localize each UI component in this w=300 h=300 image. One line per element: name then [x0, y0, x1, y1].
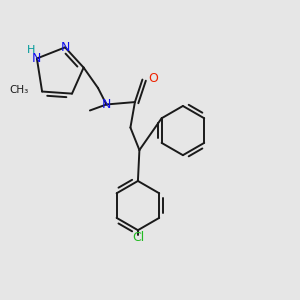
Text: Cl: Cl — [132, 231, 144, 244]
Text: N: N — [60, 41, 70, 54]
Text: O: O — [148, 72, 158, 85]
Text: CH₃: CH₃ — [9, 85, 28, 95]
Text: N: N — [32, 52, 42, 65]
Text: H: H — [27, 45, 35, 55]
Text: N: N — [102, 98, 111, 111]
